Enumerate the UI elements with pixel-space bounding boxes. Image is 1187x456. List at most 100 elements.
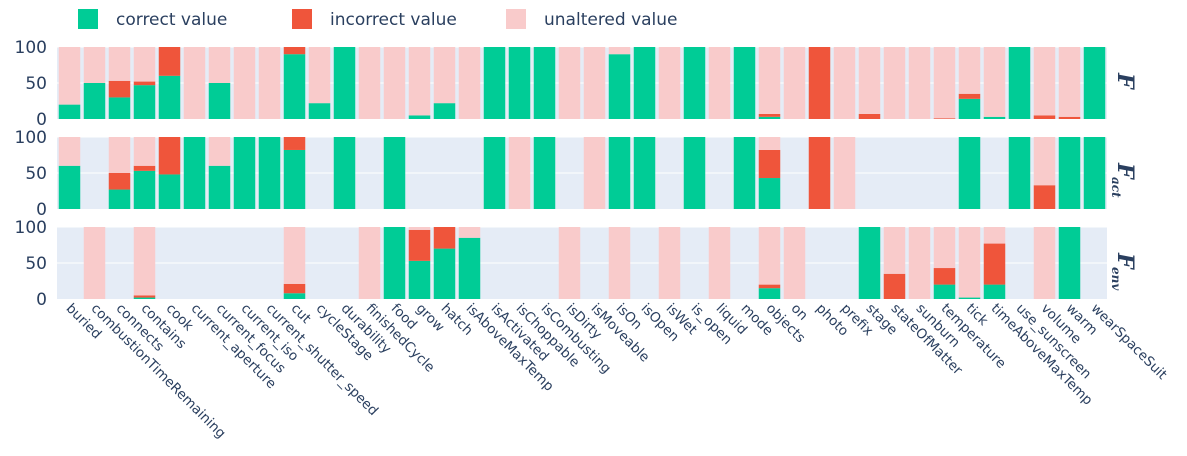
bar-correct-isCombusting <box>533 47 556 119</box>
bar-correct-current_focus <box>208 165 231 209</box>
bar-correct-objects <box>758 288 781 299</box>
bar-unaltered-volume <box>1033 137 1056 186</box>
bar-unaltered-isMoveable <box>583 137 606 209</box>
bar-incorrect-grow <box>408 229 431 261</box>
bar-incorrect-contains <box>133 81 156 86</box>
bar-unaltered-buried <box>58 137 81 166</box>
y-tick-label: 0 <box>36 290 47 310</box>
y-tick-label: 0 <box>36 200 47 220</box>
bar-incorrect-objects <box>758 149 781 179</box>
bar-correct-isActivated <box>483 137 506 209</box>
bar-correct-connects <box>108 97 131 119</box>
bar-correct-isOn <box>608 54 631 120</box>
bar-correct-mode <box>733 47 756 119</box>
legend-item[interactable]: incorrect value <box>292 9 457 30</box>
bar-incorrect-timeAboveMaxTemp <box>983 243 1006 285</box>
bar-unaltered-isChoppable <box>508 137 531 209</box>
y-tick-label: 50 <box>25 254 47 274</box>
bar-correct-objects <box>758 116 781 119</box>
bar-correct-combustionTimeRemaining <box>83 83 106 119</box>
bar-unaltered-isAboveMaxTemp <box>458 227 481 238</box>
x-tick-label: grow <box>413 301 448 336</box>
bar-unaltered-timeAboveMaxTemp <box>983 47 1006 117</box>
bar-correct-isOpen <box>633 137 656 209</box>
bar-correct-objects <box>758 178 781 209</box>
bar-incorrect-contains <box>133 295 156 298</box>
bar-correct-tick <box>958 98 981 119</box>
bar-unaltered-finishedCycle <box>358 47 381 119</box>
bar-incorrect-warm <box>1058 116 1081 119</box>
bar-correct-tick <box>958 297 981 299</box>
bar-unaltered-connects <box>108 137 131 173</box>
bar-incorrect-photo <box>808 137 831 209</box>
bar-incorrect-connects <box>108 173 131 190</box>
bar-incorrect-photo <box>808 47 831 119</box>
bar-unaltered-hatch <box>433 47 456 104</box>
bar-unaltered-isMoveable <box>583 47 606 119</box>
bar-correct-is_open <box>683 47 706 119</box>
bar-unaltered-isAboveMaxTemp <box>458 47 481 119</box>
bar-unaltered-isDirty <box>558 227 581 299</box>
bar-correct-contains <box>133 297 156 299</box>
bar-unaltered-combustionTimeRemaining <box>83 227 106 299</box>
bar-incorrect-temperature <box>933 118 956 119</box>
bar-unaltered-on <box>783 47 806 119</box>
bar-unaltered-stateOfMatter <box>883 47 906 119</box>
legend-item[interactable]: unaltered value <box>506 9 678 30</box>
legend-label: correct value <box>116 10 227 30</box>
bar-correct-current_iso <box>233 137 256 209</box>
y-tick-label: 0 <box>36 110 47 130</box>
legend-swatch <box>78 9 98 29</box>
bar-incorrect-temperature <box>933 268 956 285</box>
bar-unaltered-volume <box>1033 227 1056 299</box>
y-tick-label: 100 <box>15 38 47 58</box>
bar-incorrect-cook <box>158 47 181 76</box>
bar-correct-buried <box>58 165 81 209</box>
bar-correct-wearSpaceSuit <box>1083 47 1106 119</box>
bar-unaltered-contains <box>133 227 156 296</box>
bar-incorrect-cut <box>283 137 306 150</box>
bar-unaltered-contains <box>133 137 156 166</box>
bar-unaltered-isWet <box>658 47 681 119</box>
bar-unaltered-tick <box>958 47 981 94</box>
bar-incorrect-volume <box>1033 185 1056 209</box>
bar-incorrect-stage <box>858 113 881 119</box>
bar-correct-timeAboveMaxTemp <box>983 284 1006 299</box>
bar-unaltered-objects <box>758 227 781 285</box>
row-label-symbol: F <box>1112 162 1138 180</box>
bar-correct-cut <box>283 149 306 209</box>
bar-unaltered-contains <box>133 47 156 82</box>
bar-correct-cycleStage <box>308 103 331 119</box>
bar-unaltered-current_focus <box>208 137 231 166</box>
panel-base: 0 50 100 F <box>15 38 1138 130</box>
bar-correct-tick <box>958 137 981 209</box>
x-tick-label: wearSpaceSuit <box>1088 301 1170 383</box>
bar-correct-warm <box>1058 137 1081 209</box>
bars <box>58 47 1106 120</box>
bar-unaltered-isOn <box>608 47 631 55</box>
bar-correct-durability <box>333 47 356 119</box>
bar-unaltered-current_shutter_speed <box>258 47 281 119</box>
bar-unaltered-temperature <box>933 227 956 269</box>
legend-label: incorrect value <box>330 10 457 30</box>
bar-correct-temperature <box>933 284 956 299</box>
bar-incorrect-connects <box>108 80 131 98</box>
bar-correct-durability <box>333 137 356 209</box>
bar-incorrect-cut <box>283 47 306 55</box>
y-tick-label: 50 <box>25 74 47 94</box>
legend: correct value incorrect value unaltered va… <box>78 9 678 30</box>
legend-item[interactable]: correct value <box>78 9 227 30</box>
bar-unaltered-objects <box>758 47 781 114</box>
bar-unaltered-sunburn <box>908 227 931 299</box>
bar-correct-cook <box>158 75 181 119</box>
legend-swatch <box>292 9 312 29</box>
x-axis-tick-labels: buriedcombustionTimeRemainingconnectscon… <box>63 301 1170 442</box>
bar-correct-timeAboveMaxTemp <box>983 116 1006 119</box>
bar-unaltered-sunburn <box>908 47 931 119</box>
bar-unaltered-current_focus <box>208 47 231 83</box>
bar-correct-connects <box>108 189 131 209</box>
bar-unaltered-stage <box>858 47 881 114</box>
